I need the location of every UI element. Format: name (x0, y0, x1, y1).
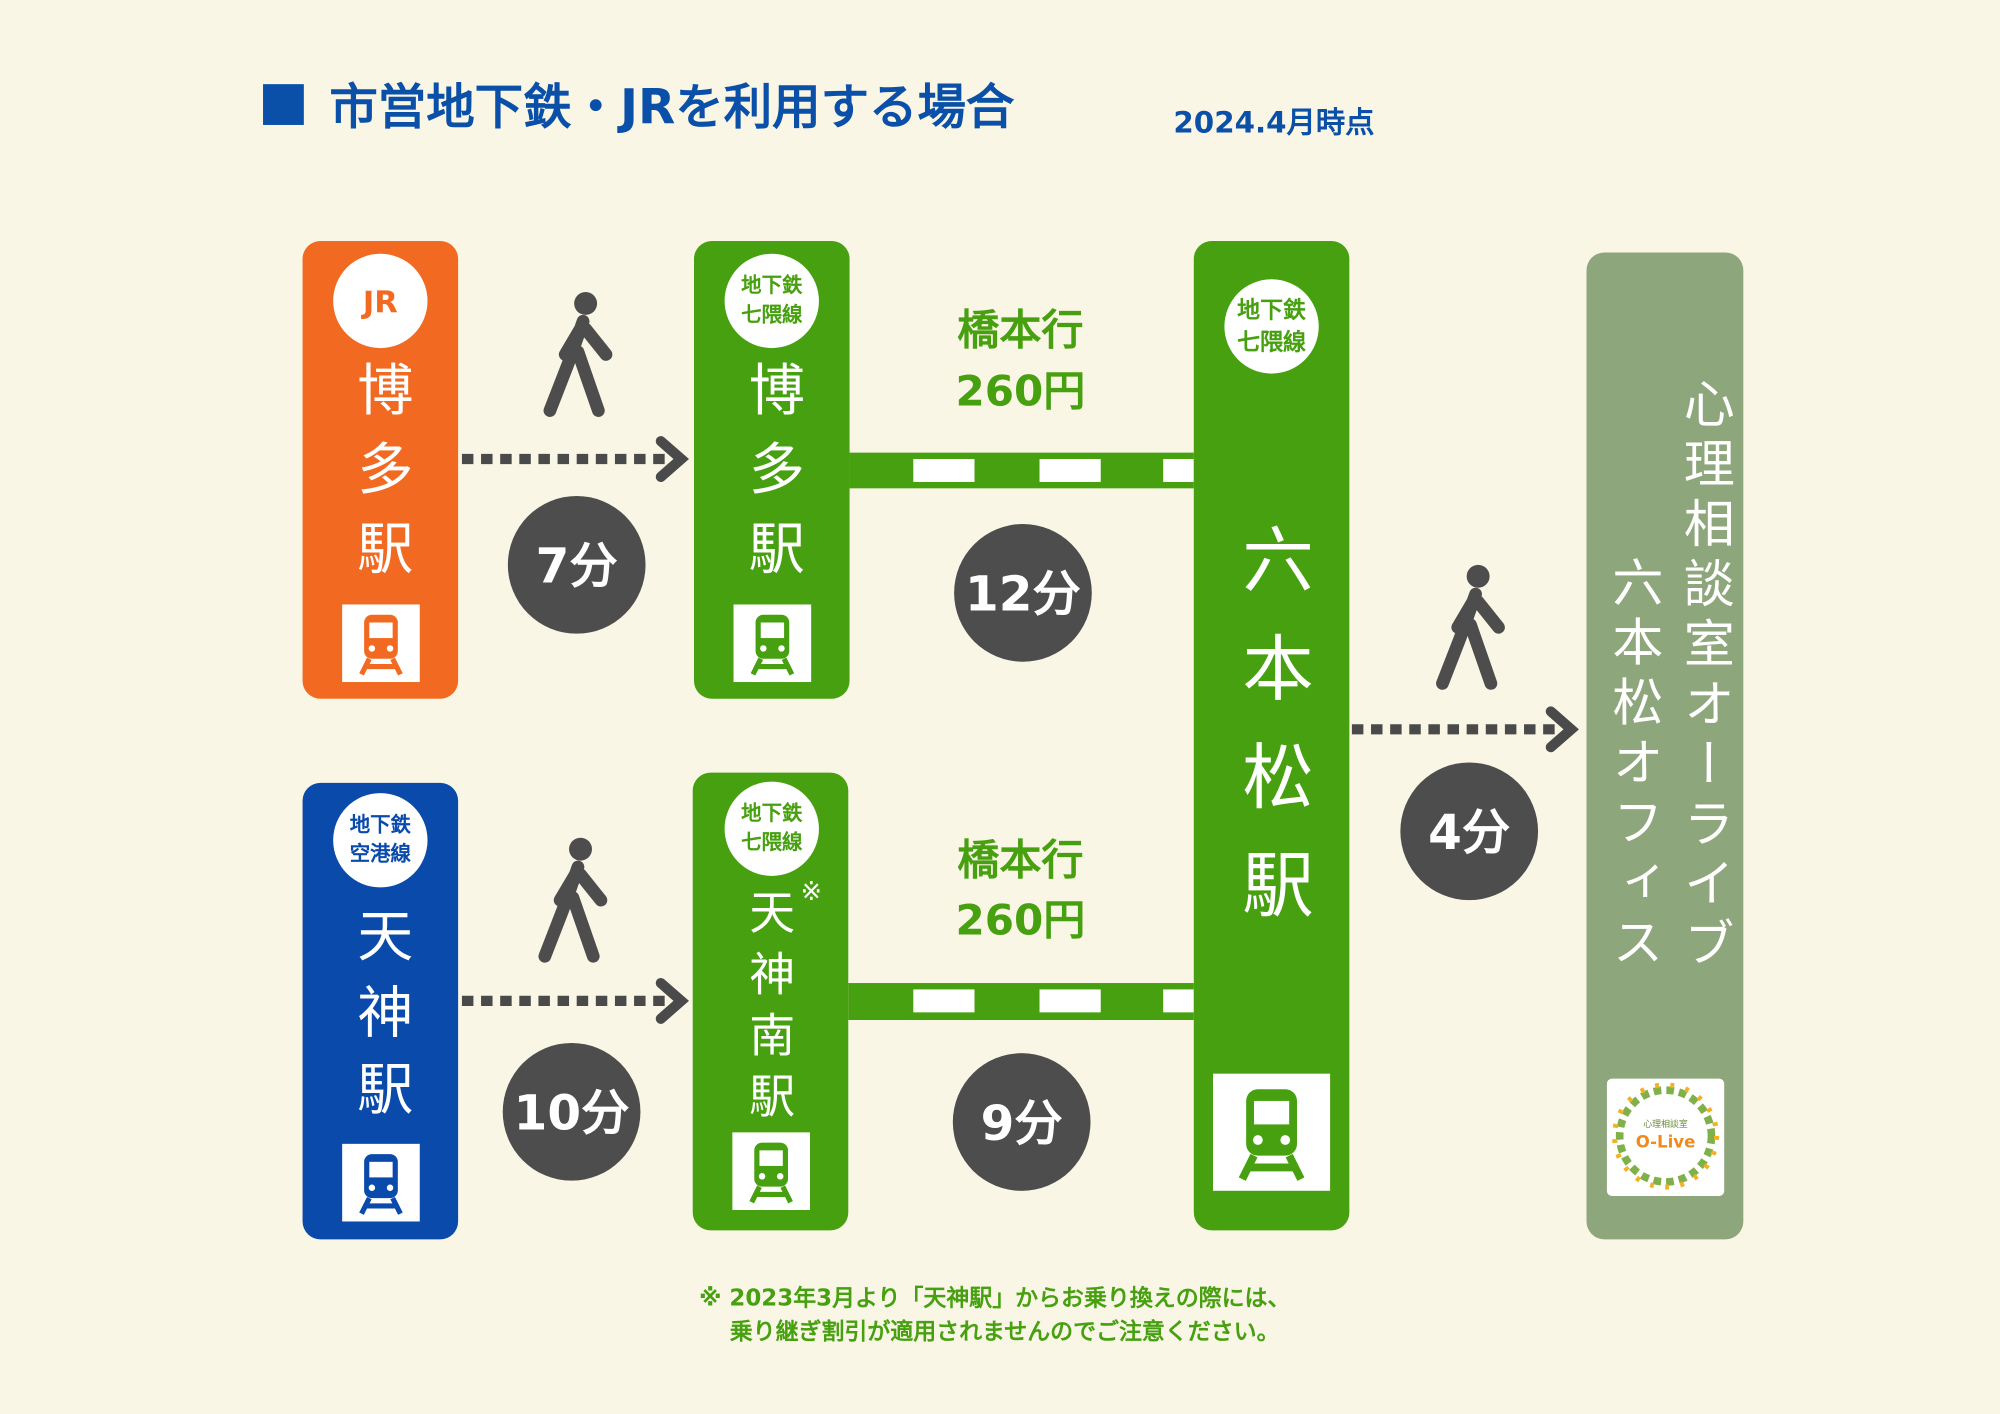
badge: 七隈線 (1237, 328, 1306, 355)
route-fare: 260円 (955, 366, 1085, 415)
train-icon (734, 604, 812, 682)
walk-time: 7分 (536, 539, 618, 595)
ride-time: 12分 (965, 567, 1081, 623)
station-name: 天神南駅 (742, 889, 796, 1134)
title-marker (263, 84, 304, 125)
station-ropponmatsu: 地下鉄 七隈線 六本松駅 (1193, 240, 1350, 1231)
note: ※ 2023年3月より「天神駅」からお乗り換えの際には、 (699, 1285, 1290, 1312)
office-name: 六本松オフィス (1603, 556, 1663, 975)
badge: 七隈線 (741, 302, 803, 326)
badge: 地下鉄 (1237, 296, 1306, 323)
route-destination: 橋本行 (957, 836, 1083, 885)
badge: 空港線 (350, 842, 412, 866)
station-name: 六本松駅 (1230, 523, 1313, 957)
badge: 地下鉄 (741, 801, 803, 825)
station-tenjin-minami: 地下鉄 七隈線 天神南駅 ※ (692, 772, 849, 1231)
title: 市営地下鉄・JRを利用する場合 (329, 80, 1015, 136)
walker-icon (550, 292, 606, 411)
track (848, 452, 1194, 1021)
station-name: 博多駅 (739, 361, 804, 598)
train-icon (1213, 1074, 1330, 1191)
train-icon (342, 604, 420, 682)
station-subway-hakata: 地下鉄 七隈線 博多駅 (693, 240, 850, 699)
logo-text: 心理相談室 (1643, 1118, 1688, 1130)
logo-text: O-Live (1636, 1133, 1696, 1152)
office-name: 心理相談室オーライブ (1674, 377, 1734, 976)
station-jr-hakata: JR 博多駅 (302, 240, 459, 699)
route-fare: 260円 (955, 896, 1085, 945)
times: 7分 10分 4分 12分 9分 (502, 495, 1539, 1191)
walk-time: 10分 (514, 1086, 630, 1142)
station-tenjin: 地下鉄 空港線 天神駅 (302, 782, 459, 1240)
badge: 地下鉄 (350, 812, 412, 836)
walk-time: 4分 (1428, 805, 1510, 861)
office: 心理相談室オーライブ 六本松オフィス 心理相談室 O-Live (1586, 252, 1744, 1240)
badge: 地下鉄 (741, 273, 803, 297)
station-name: 博多駅 (348, 361, 413, 598)
walker-icon (545, 838, 601, 957)
walker-icon (1442, 565, 1498, 684)
ride-time: 9分 (981, 1096, 1063, 1152)
badge: JR (361, 285, 398, 320)
badge: 七隈線 (741, 830, 803, 854)
note-mark: ※ (801, 877, 822, 907)
station-name: 天神駅 (348, 907, 413, 1137)
note: 乗り継ぎ割引が適用されませんのでご注意ください。 (730, 1318, 1280, 1345)
walk-arrows (461, 436, 1579, 1024)
train-icon (342, 1144, 420, 1222)
route-destination: 橋本行 (957, 305, 1083, 354)
train-icon (732, 1132, 810, 1210)
date: 2024.4月時点 (1173, 106, 1374, 140)
